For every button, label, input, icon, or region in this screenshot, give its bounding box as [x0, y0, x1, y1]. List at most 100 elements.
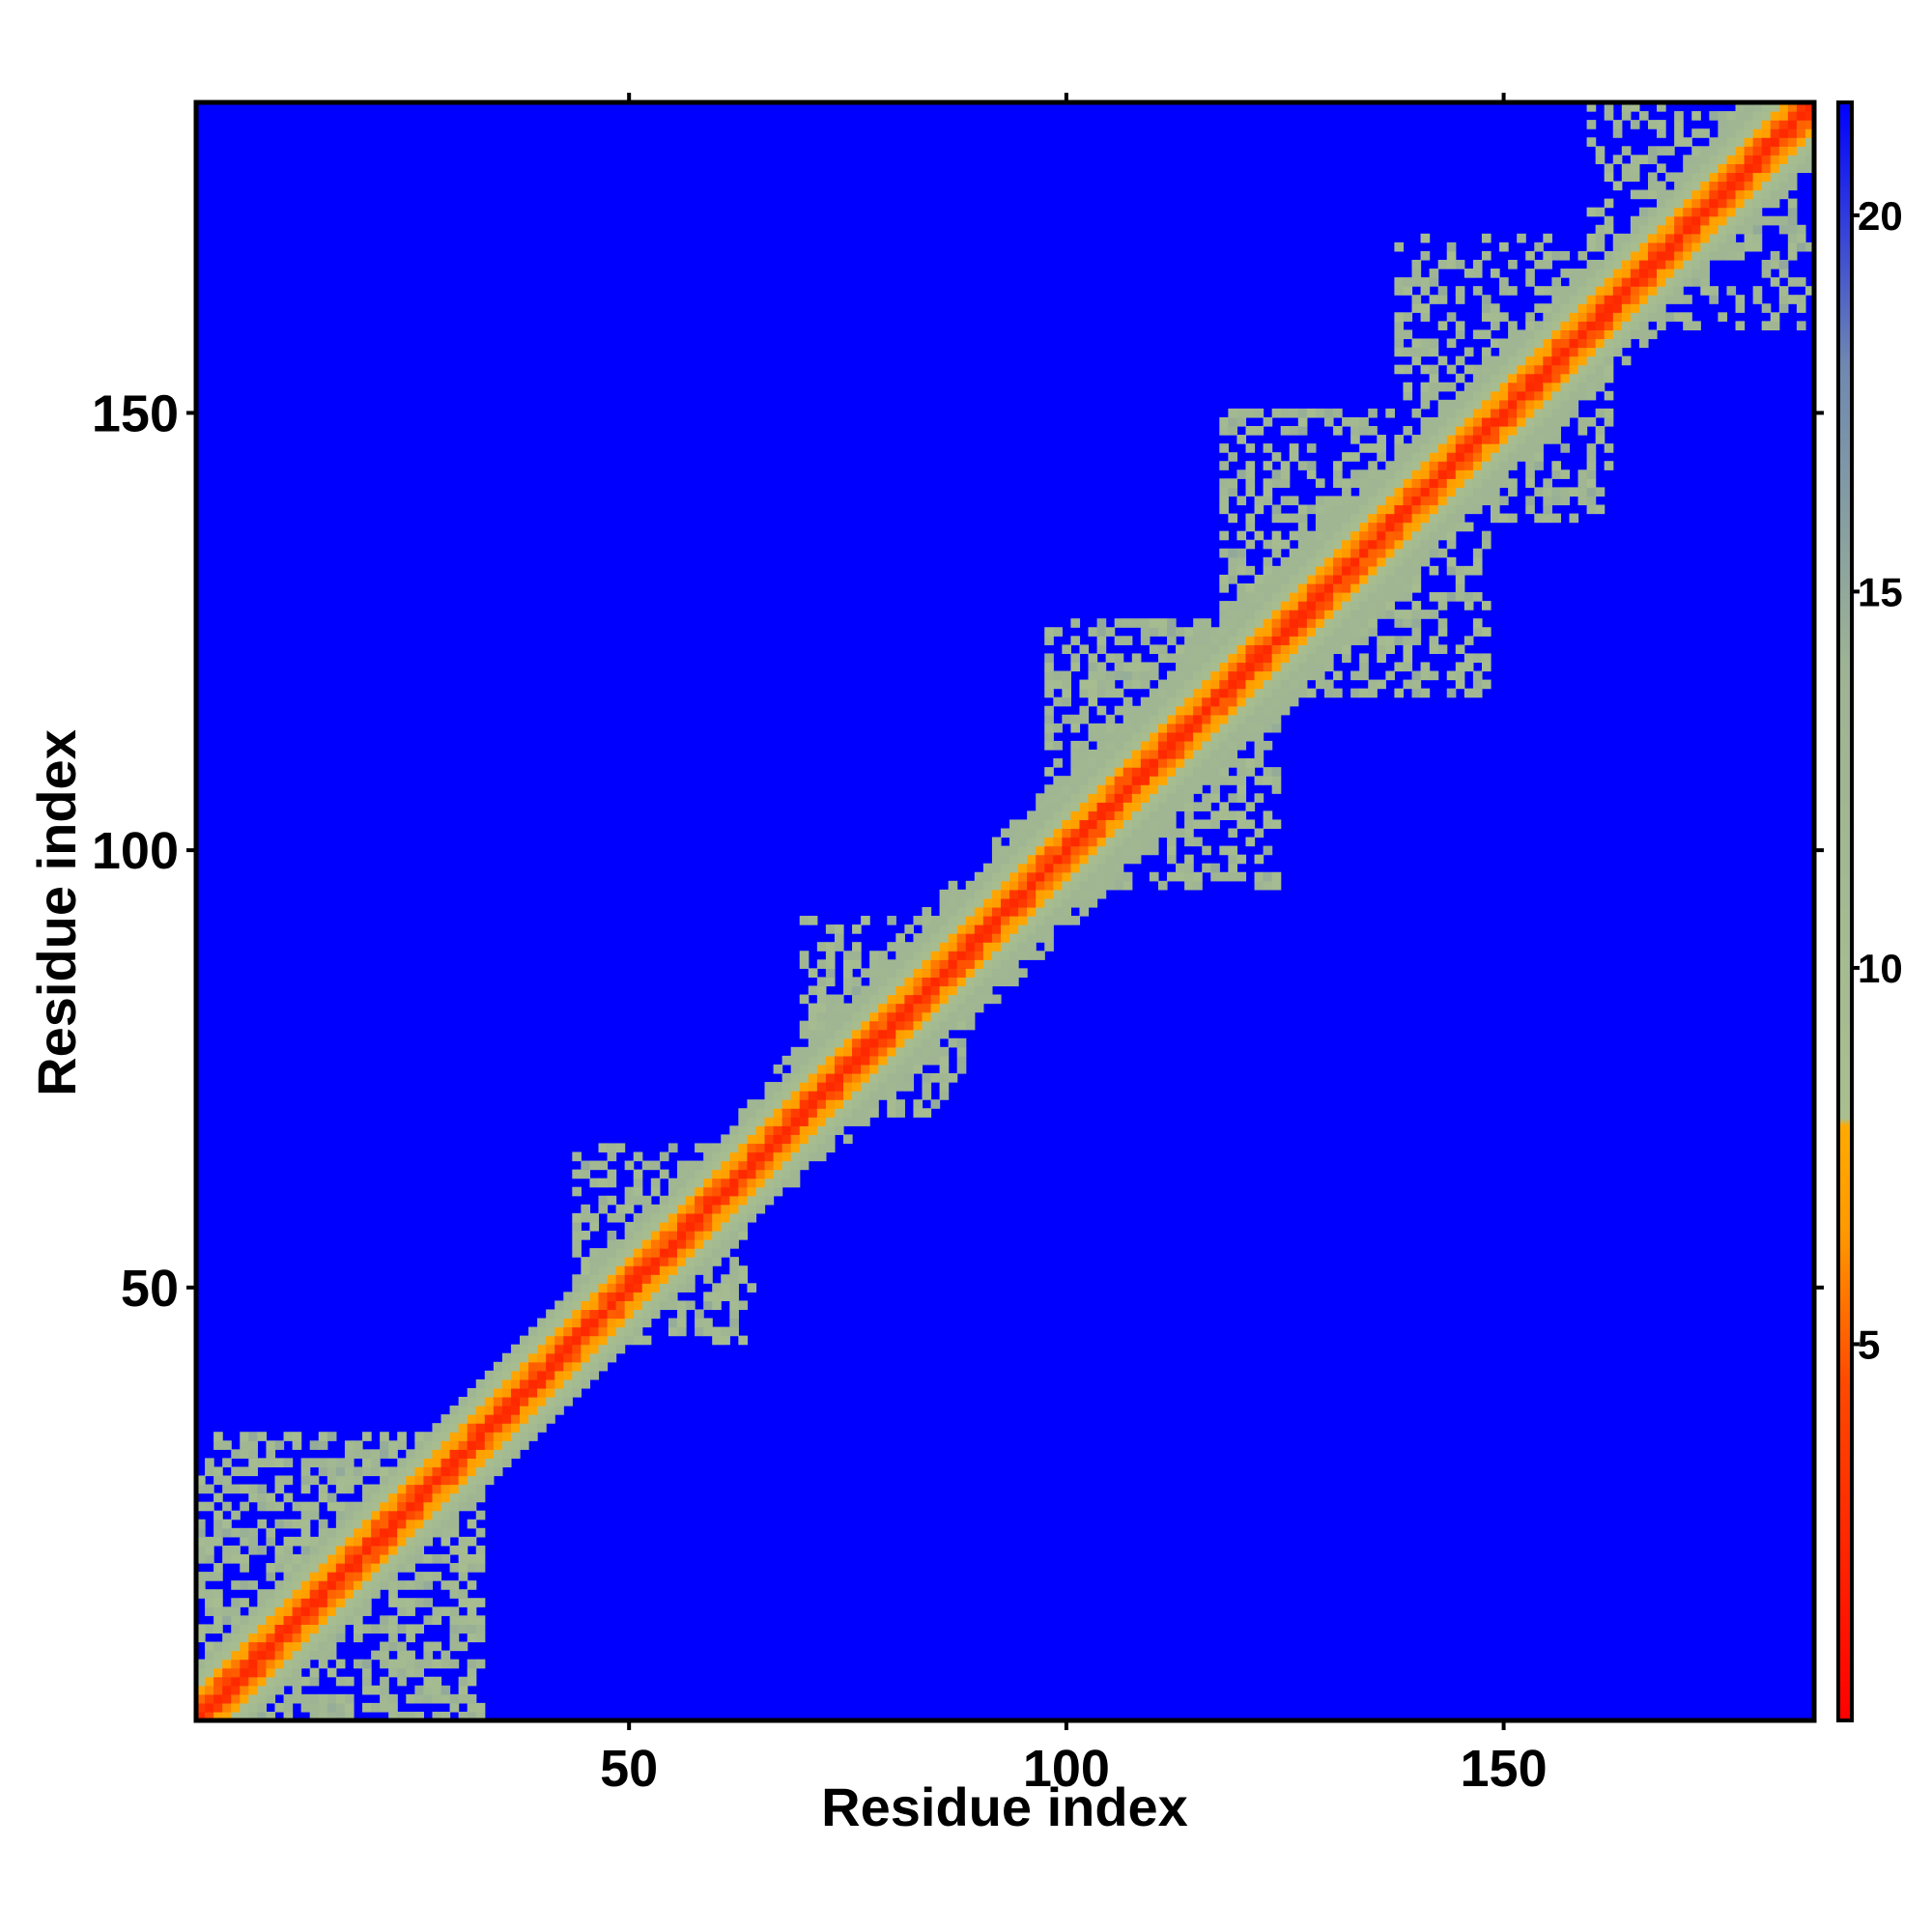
heatmap-cell — [1236, 565, 1247, 576]
heatmap-cell — [1167, 854, 1177, 865]
heatmap-cell — [1342, 522, 1351, 532]
heatmap-cell — [1149, 784, 1159, 794]
heatmap-cell — [904, 1037, 915, 1048]
heatmap-cell — [449, 1501, 460, 1512]
heatmap-cell — [887, 1029, 896, 1039]
heatmap-cell — [222, 1685, 232, 1695]
heatmap-cell — [196, 1572, 206, 1581]
heatmap-cell — [1053, 784, 1063, 794]
heatmap-cell — [939, 1046, 950, 1057]
heatmap-cell — [1202, 688, 1211, 698]
heatmap-cell — [1228, 776, 1238, 785]
heatmap-cell — [1342, 574, 1351, 584]
heatmap-cell — [861, 1117, 870, 1126]
heatmap-cell — [406, 1553, 415, 1564]
heatmap-cell — [283, 1615, 294, 1625]
heatmap-cell — [1105, 845, 1116, 856]
heatmap-cell — [712, 1204, 722, 1214]
heatmap-cell — [222, 1667, 232, 1678]
heatmap-cell — [948, 1073, 958, 1083]
heatmap-cell — [257, 1432, 268, 1441]
heatmap-cell — [1403, 461, 1413, 470]
heatmap-cell — [1096, 819, 1107, 830]
heatmap-cell — [799, 1151, 810, 1162]
heatmap-cell — [467, 1615, 477, 1625]
heatmap-cell — [1228, 574, 1238, 584]
heatmap-cell — [371, 1702, 381, 1713]
heatmap-cell — [1289, 627, 1299, 637]
heatmap-cell — [1271, 548, 1282, 558]
heatmap-cell — [1394, 478, 1405, 488]
heatmap-cell — [1394, 574, 1405, 584]
heatmap-cell — [1691, 181, 1701, 191]
heatmap-cell — [196, 1676, 206, 1687]
heatmap-cell — [808, 1020, 818, 1031]
heatmap-cell — [1271, 408, 1282, 418]
heatmap-cell — [1481, 601, 1492, 611]
heatmap-cell — [467, 1563, 477, 1573]
heatmap-cell — [1700, 233, 1710, 243]
heatmap-cell — [1472, 286, 1483, 296]
heatmap-cell — [1420, 277, 1431, 287]
heatmap-cell — [1508, 382, 1518, 392]
heatmap-cell — [1647, 269, 1658, 278]
heatmap-cell — [904, 1055, 915, 1065]
heatmap-cell — [861, 916, 870, 925]
heatmap-cell — [1403, 565, 1413, 576]
heatmap-cell — [449, 1563, 460, 1573]
heatmap-cell — [1446, 565, 1457, 576]
heatmap-cell — [887, 942, 896, 952]
heatmap-cell — [528, 1361, 538, 1372]
heatmap-cell — [388, 1659, 398, 1669]
heatmap-cell — [1612, 233, 1623, 243]
heatmap-cell — [904, 1046, 915, 1057]
heatmap-cell — [1657, 259, 1666, 270]
heatmap-cell — [1245, 662, 1256, 672]
heatmap-cell — [1315, 636, 1325, 645]
heatmap-cell — [380, 1527, 389, 1538]
heatmap-cell — [712, 1151, 722, 1162]
heatmap-cell — [1018, 871, 1028, 882]
heatmap-cell — [240, 1711, 249, 1721]
heatmap-cell — [1236, 767, 1247, 777]
heatmap-cell — [1560, 399, 1571, 410]
heatmap-cell — [1149, 705, 1159, 716]
heatmap-cell — [1499, 338, 1509, 349]
heatmap-cell — [1254, 496, 1264, 506]
heatmap-cell — [327, 1501, 337, 1512]
heatmap-cell — [948, 933, 958, 943]
heatmap-cell — [1403, 452, 1413, 462]
heatmap-cell — [816, 994, 827, 1005]
heatmap-cell — [581, 1335, 591, 1346]
heatmap-cell — [799, 959, 810, 969]
heatmap-cell — [1096, 731, 1107, 742]
heatmap-cell — [764, 1099, 775, 1109]
heatmap-cell — [695, 1143, 704, 1153]
heatmap-cell — [1018, 837, 1028, 847]
heatmap-cell — [703, 1300, 713, 1311]
heatmap-cell — [1333, 636, 1343, 645]
heatmap-cell — [633, 1335, 643, 1346]
heatmap-cell — [222, 1458, 232, 1468]
heatmap-cell — [309, 1650, 320, 1661]
heatmap-cell — [213, 1676, 223, 1687]
heatmap-cell — [1543, 435, 1552, 444]
heatmap-cell — [852, 1099, 862, 1109]
heatmap-cell — [458, 1711, 469, 1721]
heatmap-cell — [816, 985, 827, 996]
heatmap-cell — [1491, 435, 1500, 444]
heatmap-cell — [869, 1011, 879, 1022]
heatmap-cell — [650, 1204, 661, 1214]
heatmap-cell — [878, 985, 888, 996]
heatmap-cell — [1036, 951, 1045, 960]
heatmap-cell — [458, 1423, 469, 1433]
heatmap-cell — [1167, 810, 1177, 821]
heatmap-cell — [240, 1650, 249, 1661]
heatmap-cell — [371, 1484, 381, 1494]
heatmap-cell — [764, 1178, 775, 1188]
heatmap-cell — [1202, 662, 1211, 672]
heatmap-cell — [1525, 277, 1535, 287]
heatmap-cell — [1595, 364, 1605, 375]
heatmap-cell — [1027, 837, 1037, 847]
heatmap-cell — [318, 1553, 328, 1564]
